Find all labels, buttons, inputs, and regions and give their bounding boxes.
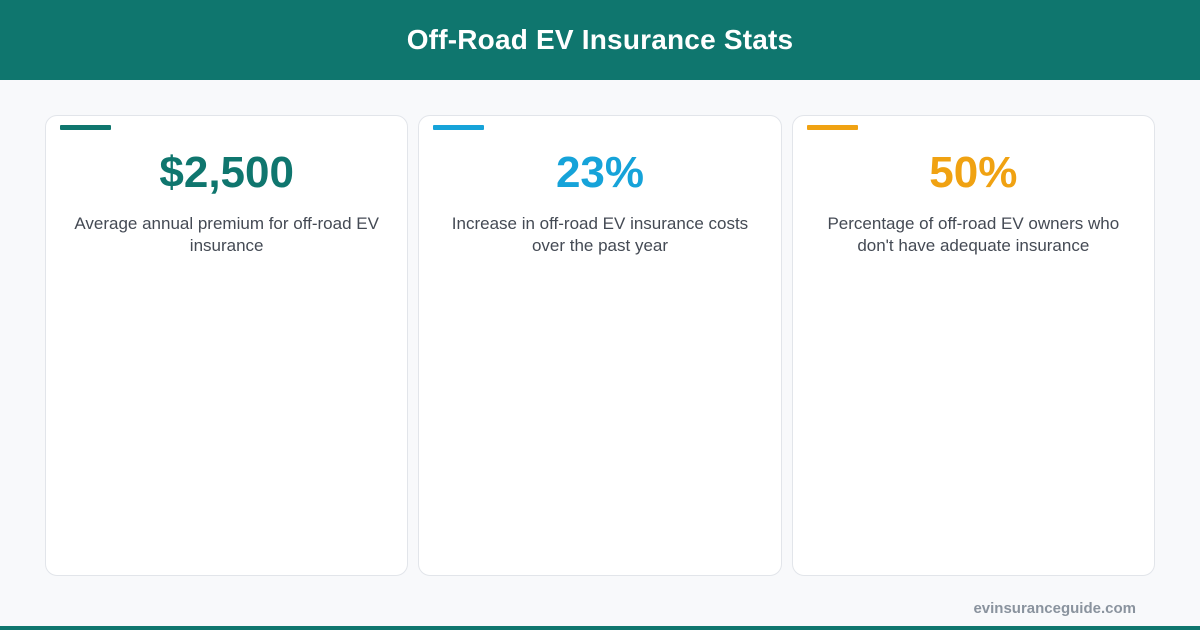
- stat-value: 23%: [555, 148, 645, 197]
- card-accent-bar: [806, 125, 858, 130]
- stat-description: Average annual premium for off-road EV i…: [74, 214, 379, 255]
- card-accent-bar: [433, 125, 485, 130]
- stat-card-uninsured: 50% Percentage of off-road EV owners who…: [791, 115, 1155, 576]
- page-title: Off-Road EV Insurance Stats: [406, 24, 794, 55]
- stat-value: 50%: [929, 148, 1018, 197]
- card-accent-bar: [60, 125, 111, 130]
- stat-description: Increase in off-road EV insurance costs …: [451, 214, 749, 255]
- stat-card-increase: 23% Increase in off-road EV insurance co…: [418, 115, 782, 576]
- footer-bar: [0, 626, 1200, 630]
- stat-description: Percentage of off-road EV owners who don…: [827, 214, 1120, 255]
- footer-site-link[interactable]: evinsuranceguide.com: [973, 600, 1136, 617]
- header-banner: Off-Road EV Insurance Stats: [0, 0, 1200, 80]
- stat-cards: $2,500 Average annual premium for off-ro…: [45, 115, 1155, 576]
- stat-card-premium: $2,500 Average annual premium for off-ro…: [45, 115, 409, 576]
- stat-value: $2,500: [159, 148, 294, 197]
